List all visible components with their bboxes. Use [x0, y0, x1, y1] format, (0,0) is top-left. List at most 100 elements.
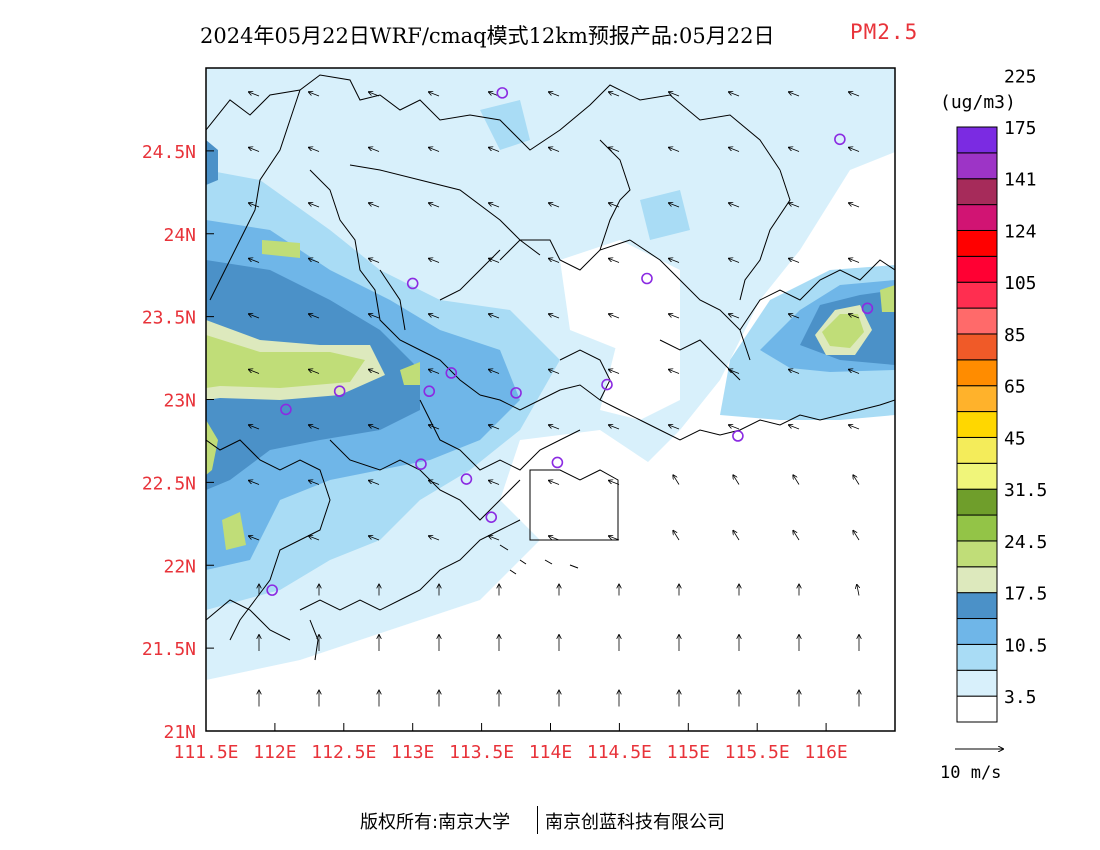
legend-swatch: [956, 488, 998, 516]
wind-arrow: [609, 148, 620, 152]
station-marker: [496, 87, 509, 99]
wind-arrow: [729, 314, 740, 319]
wind-arrow: [429, 536, 440, 541]
wind-arrow: [309, 370, 320, 374]
wind-arrow: [729, 148, 740, 152]
lat-tick-label: 23.5N: [142, 308, 196, 329]
lat-tick-label: 22.5N: [142, 473, 196, 494]
wind-arrow: [789, 203, 800, 208]
wind-arrow: [849, 259, 860, 263]
wind-arrow: [729, 203, 740, 208]
color-legend: 3.5 10.5 17.5 24.5 31.5 45 65 85 105 124 141 175 225…: [940, 66, 1047, 783]
legend-swatch: [956, 514, 998, 542]
wind-arrow: [857, 585, 859, 596]
wind-arrow: [609, 536, 620, 541]
wind-arrow: [309, 259, 320, 263]
wind-arrow: [309, 314, 320, 319]
legend-swatch: [956, 618, 998, 645]
station-marker: [415, 458, 427, 470]
legend-label: 85: [1004, 325, 1026, 346]
station-marker: [510, 387, 522, 399]
wind-arrow: [369, 259, 380, 263]
wind-arrow: [249, 425, 260, 430]
wind-arrow: [249, 481, 260, 485]
wind-arrow: [249, 148, 260, 152]
wind-arrow: [489, 314, 500, 319]
lat-tick-label: 23N: [163, 391, 196, 412]
lon-tick-label: 114.5E: [587, 742, 652, 763]
wind-arrow: [369, 536, 380, 541]
lon-tick-label: 115E: [667, 742, 710, 763]
station-marker: [551, 456, 564, 469]
legend-swatch: [956, 643, 998, 671]
station-marker: [460, 473, 473, 485]
station-marker: [861, 302, 874, 315]
wind-arrow: [729, 259, 740, 263]
wind-arrow: [489, 203, 500, 208]
wind-arrow: [609, 481, 620, 485]
wind-arrow: [609, 370, 620, 374]
station-marker: [333, 385, 346, 398]
legend-swatch: [956, 229, 998, 257]
wind-arrow: [249, 203, 260, 208]
lat-tick-label: 21N: [163, 722, 196, 743]
wind-arrow: [249, 259, 260, 263]
station-markers: [266, 87, 874, 596]
wind-arrow: [489, 259, 500, 263]
wind-arrow: [789, 370, 800, 374]
wind-arrow: [309, 481, 320, 485]
lat-tick-label: 24.5N: [142, 142, 196, 163]
wind-arrow: [429, 314, 440, 319]
wind-arrow: [369, 92, 380, 97]
wind-arrow: [789, 148, 800, 152]
wind-arrow: [429, 92, 440, 97]
wind-arrow: [789, 314, 800, 319]
wind-arrow: [789, 92, 800, 97]
wind-arrow: [369, 203, 380, 208]
wind-arrow: [669, 92, 680, 97]
footer-separator: [537, 806, 538, 834]
chart-title: 2024年05月22日WRF/cmaq模式12km预报产品:05月22日 PM2…: [0, 20, 1100, 52]
footer-copyright: 版权所有:南京大学: [360, 812, 511, 833]
wind-arrow: [793, 531, 800, 541]
legend-swatch: [956, 126, 998, 154]
station-marker: [423, 385, 436, 398]
wind-arrow: [609, 425, 620, 430]
wind-arrow: [429, 370, 440, 374]
wind-arrow: [729, 425, 740, 430]
wind-arrow: [849, 425, 860, 430]
legend-swatch: [956, 333, 998, 361]
wind-arrow: [793, 475, 800, 485]
wind-arrow: [669, 203, 680, 208]
wind-scale-label: 10 m/s: [940, 763, 1001, 783]
wind-arrow: [369, 370, 380, 374]
wind-arrow: [609, 259, 620, 263]
lon-tick-label: 113E: [391, 742, 434, 763]
wind-arrow: [549, 203, 560, 208]
lon-tick-label: 115.5E: [725, 742, 790, 763]
wind-arrow: [673, 531, 680, 541]
wind-arrow: [549, 370, 560, 374]
station-marker: [732, 430, 744, 442]
wind-arrow: [549, 259, 560, 263]
wind-arrow: [609, 92, 620, 97]
wind-arrow: [849, 370, 860, 374]
legend-swatch: [956, 359, 998, 387]
wind-arrow: [849, 203, 860, 208]
legend-label: 124: [1004, 221, 1037, 242]
wind-arrow: [429, 259, 440, 263]
legend-label: 10.5: [1004, 635, 1047, 656]
wind-arrow: [429, 203, 440, 208]
legend-swatch: [956, 307, 998, 335]
station-marker: [406, 277, 419, 290]
station-marker: [485, 511, 498, 523]
wind-arrow: [733, 531, 740, 541]
wind-arrow: [549, 148, 560, 152]
legend-label: 175: [1004, 118, 1037, 139]
wind-arrow: [369, 425, 380, 430]
wind-arrow: [249, 92, 260, 97]
wind-arrow: [249, 370, 260, 374]
wind-arrow: [789, 259, 800, 263]
legend-swatch: [956, 540, 998, 568]
wind-arrow: [853, 475, 860, 485]
